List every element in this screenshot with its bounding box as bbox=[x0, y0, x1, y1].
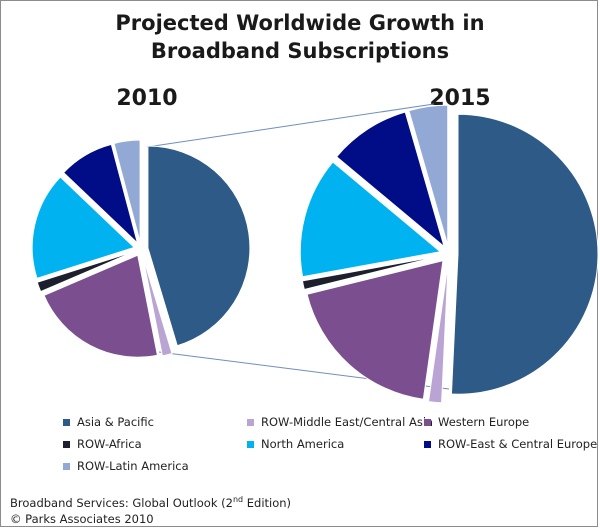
pie-slice-2010-north-america bbox=[31, 176, 136, 279]
legend-item-row-latin-america: ROW-Latin America bbox=[63, 458, 247, 474]
pie-slice-2015-row-east-and-central-europe bbox=[335, 111, 446, 248]
chart-title-line2: Broadband Subscriptions bbox=[151, 39, 449, 63]
legend-label: ROW-Africa bbox=[77, 437, 142, 451]
legend-swatch bbox=[63, 462, 70, 470]
pie-slice-2010-asia-and-pacific bbox=[147, 145, 251, 347]
chart-legend: Asia & Pacific ROW-Middle East/Central As… bbox=[63, 414, 600, 474]
legend-item-western-europe: Western Europe bbox=[424, 414, 584, 430]
pie-slice-2015-north-america bbox=[299, 161, 442, 278]
pie-slice-2010-row-africa bbox=[36, 250, 135, 293]
pie-slice-2015-row-africa bbox=[301, 255, 441, 291]
legend-item-row-east-and-central-europe: ROW-East & Central Europe bbox=[424, 436, 597, 452]
legend-swatch bbox=[424, 418, 431, 426]
connector-line-top bbox=[146, 103, 435, 148]
legend-item-asia-and-pacific: Asia & Pacific bbox=[63, 414, 247, 430]
year-label-2010: 2010 bbox=[116, 86, 177, 111]
pie-slice-2015-row-latin-america bbox=[408, 104, 449, 246]
source-superscript: nd bbox=[232, 495, 244, 504]
legend-swatch bbox=[247, 440, 254, 448]
legend-label: ROW-Middle East/Central Asia bbox=[261, 415, 434, 429]
legend-swatch bbox=[247, 418, 254, 426]
source-line-1: Broadband Services: Global Outlook (2nd … bbox=[10, 492, 291, 511]
pie-2015 bbox=[299, 104, 599, 404]
legend-swatch bbox=[63, 440, 70, 448]
legend-item-north-america: North America bbox=[247, 436, 424, 452]
legend-item-row-africa: ROW-Africa bbox=[63, 436, 247, 452]
pie-2010 bbox=[31, 139, 251, 358]
pie-slice-2010-row-latin-america bbox=[113, 139, 141, 243]
legend-swatch bbox=[424, 440, 431, 448]
copyright-line: © Parks Associates 2010 bbox=[10, 511, 154, 526]
pie-slice-2015-row-middle-east-central-asia bbox=[427, 262, 449, 404]
legend-swatch bbox=[63, 418, 70, 426]
chart-title-line1: Projected Worldwide Growth in bbox=[115, 11, 484, 35]
pie-slice-2010-western-europe bbox=[43, 254, 159, 358]
pie-slice-2010-row-middle-east-central-asia bbox=[142, 255, 173, 357]
pie-slice-2015-western-europe bbox=[306, 260, 444, 400]
pie-slice-2015-asia-and-pacific bbox=[450, 113, 599, 395]
source-text: Broadband Services: Global Outlook (2 bbox=[10, 495, 233, 510]
pie-slice-2010-row-east-and-central-europe bbox=[62, 143, 139, 245]
legend-item-row-middle-east-central-asia: ROW-Middle East/Central Asia bbox=[247, 414, 433, 430]
legend-label: ROW-Latin America bbox=[77, 459, 189, 473]
legend-label: Asia & Pacific bbox=[77, 415, 154, 429]
source-note: Broadband Services: Global Outlook (2nd … bbox=[10, 492, 291, 527]
legend-label: ROW-East & Central Europe bbox=[438, 437, 598, 451]
source-text-suffix: Edition) bbox=[243, 495, 292, 510]
legend-label: Western Europe bbox=[438, 415, 530, 429]
legend-label: North America bbox=[261, 437, 345, 451]
